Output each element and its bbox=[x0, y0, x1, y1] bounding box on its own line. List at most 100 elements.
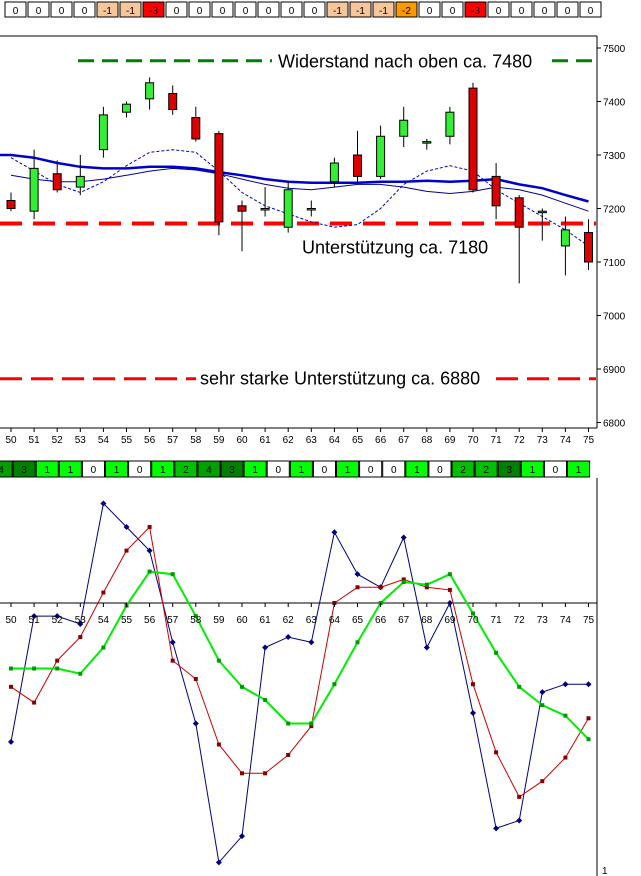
osc-point bbox=[424, 582, 429, 587]
bottom-strip-cell bbox=[35, 460, 59, 478]
bottom-strip-cell bbox=[520, 460, 544, 478]
osc-point bbox=[308, 639, 315, 646]
bottom-strip-value: 3 bbox=[21, 465, 27, 476]
osc-point bbox=[354, 571, 361, 578]
top-strip-value: 0 bbox=[82, 6, 88, 17]
candle-up bbox=[376, 135, 386, 177]
x-tick-label: 63 bbox=[306, 435, 318, 446]
osc-point bbox=[101, 590, 106, 595]
bottom-strip-cell bbox=[382, 460, 406, 478]
bottom-strip-value: 0 bbox=[322, 465, 328, 476]
candle-down bbox=[514, 197, 524, 228]
x-tick-label: 75 bbox=[583, 435, 595, 446]
candle-up bbox=[98, 114, 108, 151]
bottom-strip-cell bbox=[336, 460, 360, 478]
candles bbox=[6, 77, 593, 284]
top-strip-value: -1 bbox=[333, 6, 342, 17]
osc-x-tick-label: 64 bbox=[329, 615, 341, 626]
top-strip-cell bbox=[372, 1, 395, 18]
osc-point bbox=[170, 658, 175, 663]
osc-point bbox=[169, 639, 176, 646]
bottom-strip-cell bbox=[58, 460, 82, 478]
osc-point bbox=[401, 580, 406, 585]
osc-point bbox=[585, 681, 592, 688]
top-strip-value: 0 bbox=[588, 6, 594, 17]
x-tick-label: 68 bbox=[421, 435, 433, 446]
price-tick-label: 6900 bbox=[603, 365, 626, 376]
top-strip-value: -1 bbox=[379, 6, 388, 17]
top-strip-cell bbox=[96, 1, 119, 18]
moving-average-medium bbox=[10, 167, 589, 212]
osc-point bbox=[55, 658, 60, 663]
osc-series-line bbox=[10, 502, 589, 864]
candle-up bbox=[537, 210, 547, 214]
bottom-strip-cell bbox=[359, 460, 383, 478]
osc-point bbox=[8, 738, 14, 745]
top-strip-value: 0 bbox=[565, 6, 571, 17]
bottom-strip-value: 0 bbox=[275, 465, 281, 476]
bottom-strip-value: 0 bbox=[391, 465, 397, 476]
top-strip-cell bbox=[165, 1, 188, 18]
osc-point bbox=[147, 569, 152, 574]
candle-up bbox=[306, 208, 316, 211]
top-strip-cell bbox=[234, 1, 257, 18]
bottom-strip-cell bbox=[174, 460, 198, 478]
osc-point bbox=[493, 825, 500, 832]
osc-point bbox=[309, 724, 314, 729]
candle-up bbox=[329, 162, 339, 183]
osc-x-tick-label: 53 bbox=[75, 615, 87, 626]
top-strip-value: 0 bbox=[36, 6, 42, 17]
osc-point bbox=[471, 682, 475, 687]
candle-up bbox=[422, 141, 432, 144]
candle-up bbox=[260, 208, 270, 211]
osc-point bbox=[215, 859, 222, 866]
osc-point bbox=[470, 710, 476, 717]
osc-point bbox=[540, 779, 545, 784]
bottom-strip-cell bbox=[474, 460, 498, 478]
x-tick-label: 74 bbox=[560, 435, 572, 446]
support-resistance-levels: Widerstand nach oben ca. 7480 Unterstützu… bbox=[0, 52, 596, 389]
x-tick-label: 60 bbox=[236, 435, 248, 446]
top-strip-cell bbox=[280, 1, 303, 18]
osc-x-tick-label: 51 bbox=[29, 615, 41, 626]
osc-x-tick-label: 70 bbox=[467, 615, 479, 626]
oscillator-lines bbox=[8, 500, 592, 866]
osc-point bbox=[332, 682, 337, 687]
top-strip-value: 0 bbox=[220, 6, 226, 17]
osc-x-tick-label: 62 bbox=[283, 615, 295, 626]
x-tick-label: 59 bbox=[213, 435, 225, 446]
candle-down bbox=[191, 117, 201, 140]
osc-x-tick-label: 65 bbox=[352, 615, 364, 626]
top-strip-value: 0 bbox=[59, 6, 65, 17]
osc-point bbox=[31, 613, 38, 620]
osc-point bbox=[471, 611, 475, 616]
top-strip-cell bbox=[556, 1, 579, 18]
top-strip-value: 0 bbox=[427, 6, 433, 17]
x-tick-label: 57 bbox=[167, 435, 179, 446]
osc-point bbox=[170, 572, 175, 577]
osc-x-tick-label: 60 bbox=[236, 615, 248, 626]
top-strip-value: -3 bbox=[471, 6, 480, 17]
bottom-strip-cell bbox=[451, 460, 475, 478]
x-tick-label: 69 bbox=[444, 435, 456, 446]
osc-point bbox=[400, 534, 407, 541]
top-strip-value: 0 bbox=[174, 6, 180, 17]
osc-point bbox=[586, 737, 591, 742]
top-strip-value: -2 bbox=[402, 6, 411, 17]
top-strip-cell bbox=[464, 1, 487, 18]
x-tick-label: 51 bbox=[29, 435, 41, 446]
bottom-strip-value: 2 bbox=[460, 465, 466, 476]
top-strip-cell bbox=[533, 1, 556, 18]
price-tick-label: 7300 bbox=[603, 151, 626, 162]
top-signal-strip: 0 0 0 0 -1 -1 -3 0 0 0 0 0 0 0 -1 -1 -1 -2 0 0 -3 0 0 0 0 0 bbox=[4, 1, 602, 18]
bottom-strip-value: 3 bbox=[506, 465, 512, 476]
osc-point bbox=[124, 548, 129, 553]
bottom-strip-value: 1 bbox=[576, 465, 582, 476]
moving-average-fast bbox=[10, 149, 589, 247]
osc-point bbox=[263, 697, 268, 702]
osc-point bbox=[563, 713, 568, 718]
x-tick-label: 71 bbox=[491, 435, 503, 446]
osc-point bbox=[123, 524, 130, 531]
candle-up bbox=[399, 119, 409, 137]
